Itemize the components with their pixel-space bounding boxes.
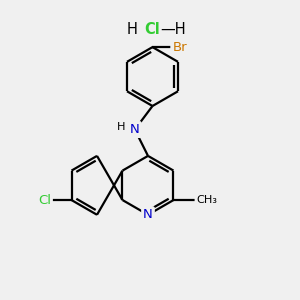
- Text: CH₃: CH₃: [196, 195, 217, 205]
- Text: Cl: Cl: [38, 194, 51, 207]
- Text: H: H: [126, 22, 137, 37]
- Text: H: H: [117, 122, 126, 132]
- Text: Br: Br: [172, 40, 187, 54]
- Text: N: N: [143, 208, 153, 221]
- Text: —H: —H: [160, 22, 186, 37]
- Text: Cl: Cl: [144, 22, 160, 37]
- Text: N: N: [130, 123, 140, 136]
